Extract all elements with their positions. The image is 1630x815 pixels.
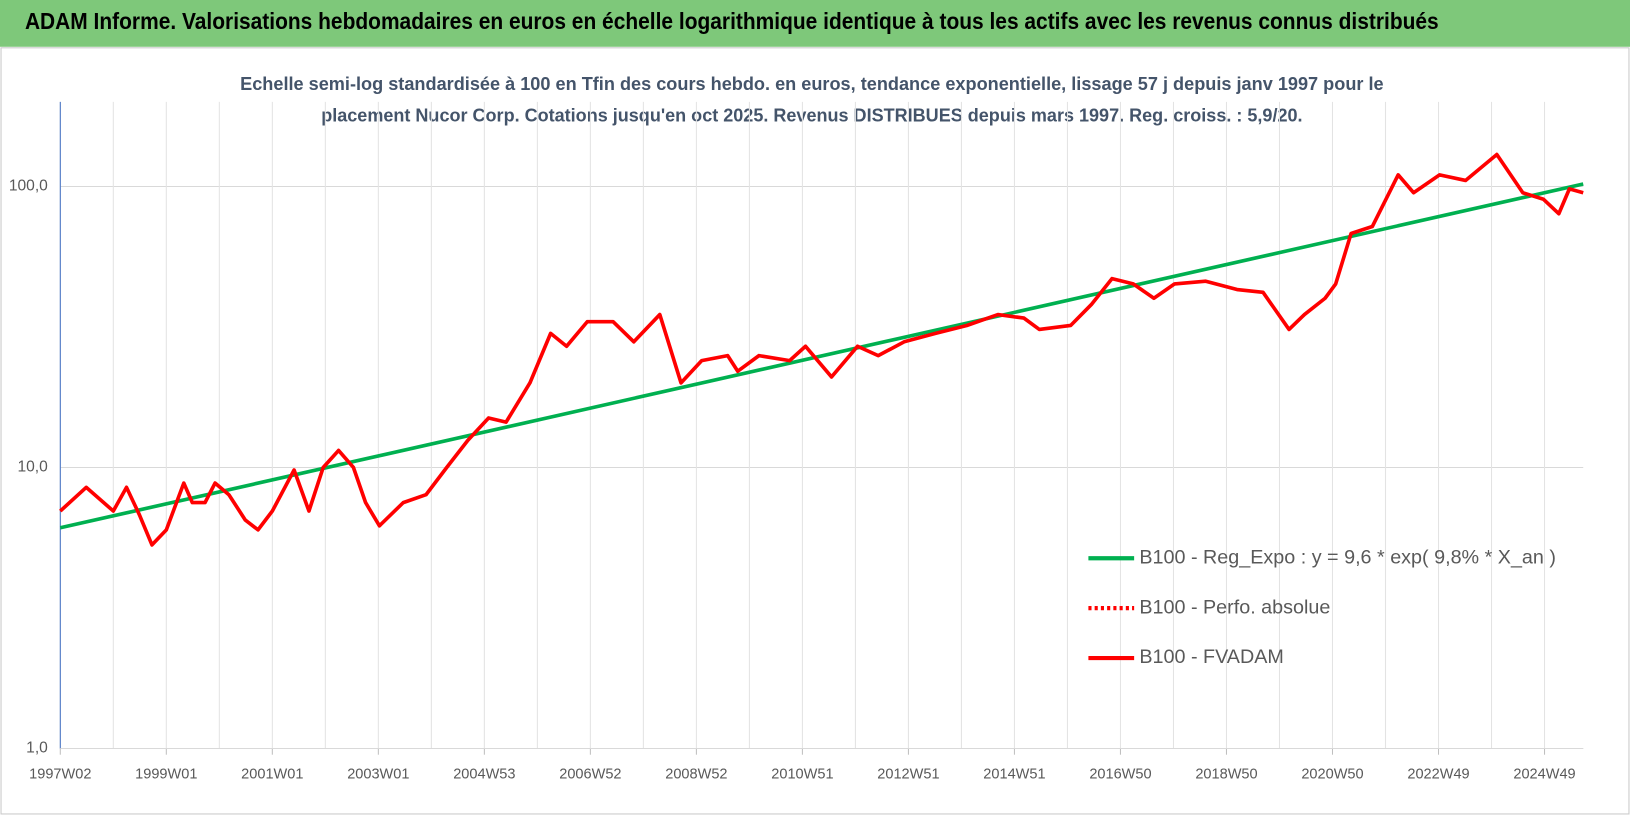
subtitle: placement Nucor Corp. Cotations jusqu'en… <box>321 104 1302 125</box>
header-bar <box>0 0 1630 47</box>
subtitle: Echelle semi-log standardisée à 100 en T… <box>240 73 1383 94</box>
x-tick-label: 2010W51 <box>771 766 833 782</box>
legend-label: B100 - FVADAM <box>1139 646 1284 668</box>
y-tick-label: 10,0 <box>17 459 48 476</box>
x-tick-label: 2004W53 <box>453 766 515 782</box>
x-tick-label: 2003W01 <box>347 766 409 782</box>
y-tick-label: 100,0 <box>9 178 48 195</box>
series-line <box>59 182 1584 530</box>
x-tick-label: 2012W51 <box>877 766 939 782</box>
legend-label: B100 - Perfo. absolue <box>1139 596 1330 618</box>
x-tick-label: 2001W01 <box>241 766 303 782</box>
x-tick-label: 1999W01 <box>135 766 197 782</box>
x-tick-label: 2014W51 <box>983 766 1045 782</box>
y-tick-label: 1,0 <box>26 740 48 757</box>
x-tick-label: 2006W52 <box>559 766 621 782</box>
x-tick-label: 2018W50 <box>1195 766 1257 782</box>
chart-title: ADAM Informe. Valorisations hebdomadaire… <box>25 8 1439 34</box>
x-tick-label: 2016W50 <box>1089 766 1151 782</box>
series-line <box>59 152 1584 547</box>
frame <box>0 47 1630 815</box>
x-tick-label: 2022W49 <box>1407 766 1469 782</box>
x-tick-label: 2024W49 <box>1513 766 1575 782</box>
x-tick-label: 1997W02 <box>29 766 91 782</box>
x-tick-label: 2020W50 <box>1301 766 1363 782</box>
legend-label: B100 - Reg_Expo : y = 9,6 * exp( 9,8% * … <box>1139 546 1556 568</box>
x-tick-label: 2008W52 <box>665 766 727 782</box>
